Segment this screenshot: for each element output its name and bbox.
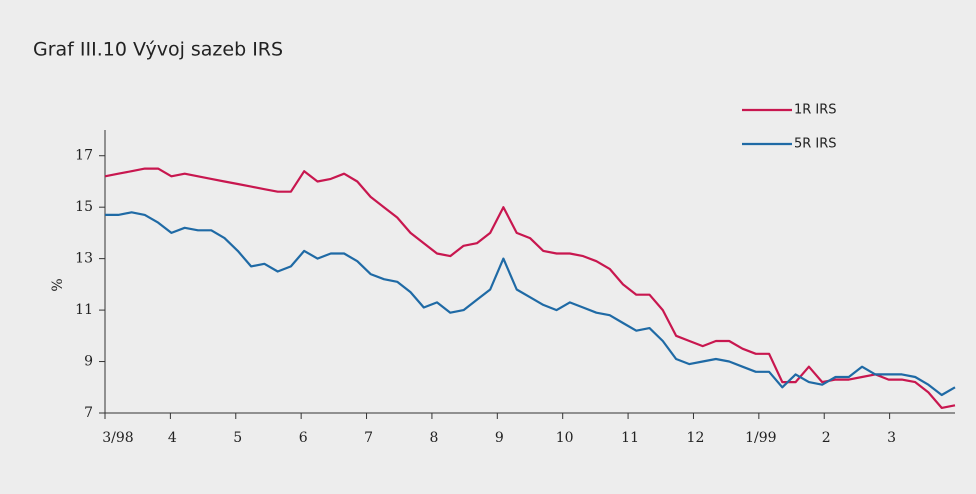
y-tick-label: 13 <box>75 251 93 267</box>
x-tick-label: 4 <box>168 430 177 446</box>
x-tick-label: 5 <box>233 430 242 446</box>
x-tick-label: 9 <box>495 430 504 446</box>
x-tick-label: 10 <box>556 430 574 446</box>
y-tick-label: 17 <box>75 148 93 164</box>
y-tick-label: 7 <box>84 405 93 421</box>
y-tick-label: 11 <box>75 302 93 318</box>
x-tick-label: 12 <box>687 430 705 446</box>
y-tick-label: 15 <box>75 199 93 215</box>
series-line <box>104 167 956 409</box>
chart-title: Graf III.10 Vývoj sazeb IRS <box>33 39 283 61</box>
series-line <box>105 211 956 397</box>
x-tick-label: 2 <box>822 430 831 446</box>
x-tick-label: 3 <box>887 430 896 446</box>
legend-label: 5R IRS <box>794 137 837 152</box>
x-tick-label: 11 <box>621 430 639 446</box>
legend-label: 1R IRS <box>794 103 837 118</box>
x-tick-label: 7 <box>364 430 373 446</box>
y-tick-label: 9 <box>84 354 93 370</box>
x-tick-label: 3/98 <box>102 430 133 446</box>
y-axis-label: % <box>50 278 66 291</box>
x-tick-label: 8 <box>429 430 438 446</box>
x-tick-label: 6 <box>299 430 308 446</box>
x-tick-label: 1/99 <box>745 430 776 446</box>
